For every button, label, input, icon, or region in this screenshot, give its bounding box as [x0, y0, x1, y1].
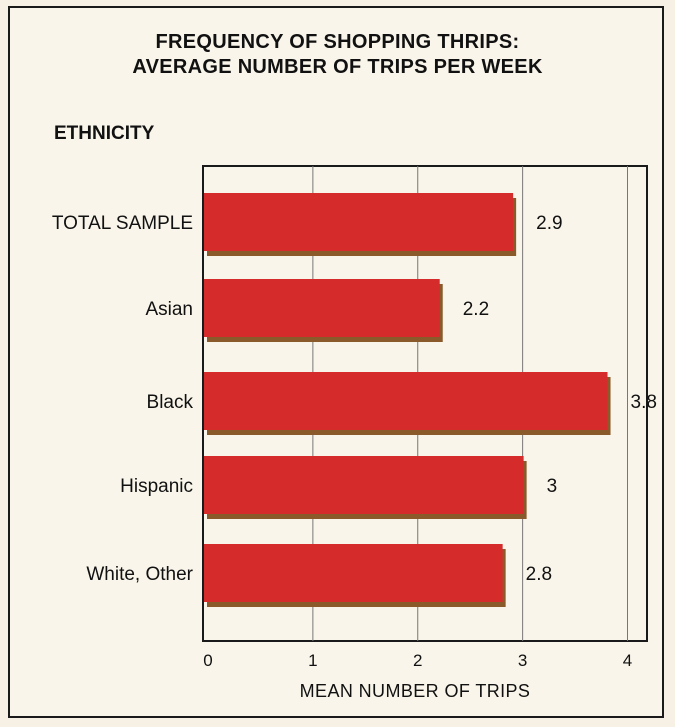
value-label: 3.8 — [631, 392, 657, 413]
chart-title-line1: FREQUENCY OF SHOPPING THRIPS: — [155, 31, 520, 53]
x-tick-label: 1 — [308, 651, 317, 670]
x-tick-label: 2 — [413, 651, 422, 670]
bar-white-other — [204, 544, 503, 602]
bar-total-sample — [204, 193, 514, 251]
bar-hispanic — [204, 456, 524, 514]
x-axis-label: MEAN NUMBER OF TRIPS — [300, 681, 531, 701]
group-label: ETHNICITY — [54, 123, 155, 144]
value-label: 2.9 — [536, 213, 562, 234]
category-label: White, Other — [86, 564, 193, 585]
x-tick-label: 3 — [518, 651, 527, 670]
bar-black — [204, 372, 608, 430]
category-label: Black — [147, 392, 194, 413]
category-label: Asian — [145, 299, 193, 320]
plot-area — [202, 165, 648, 642]
chart-title-line2: AVERAGE NUMBER OF TRIPS PER WEEK — [132, 56, 543, 78]
value-label: 3 — [547, 476, 558, 497]
bar-asian — [204, 279, 440, 337]
value-label: 2.2 — [463, 299, 489, 320]
value-label: 2.8 — [526, 564, 552, 585]
category-label: TOTAL SAMPLE — [52, 213, 193, 234]
x-tick-label: 0 — [203, 651, 212, 670]
chart-title: FREQUENCY OF SHOPPING THRIPS: AVERAGE NU… — [0, 30, 675, 80]
category-label: Hispanic — [120, 476, 193, 497]
x-tick-label: 4 — [623, 651, 632, 670]
